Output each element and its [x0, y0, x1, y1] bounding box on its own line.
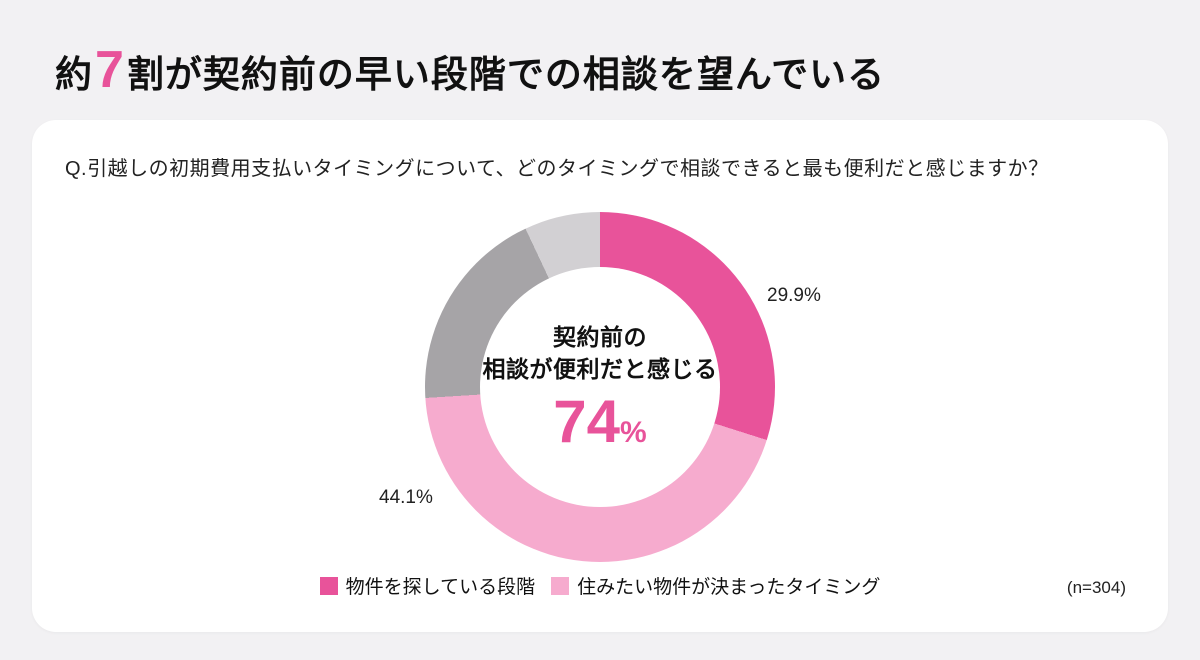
legend-swatch-1	[551, 576, 570, 595]
sample-size: (n=304)	[1066, 578, 1126, 597]
center-value: 74%	[553, 389, 646, 455]
center-value-unit: %	[620, 416, 647, 450]
survey-question: Q.引越しの初期費用支払いタイミングについて、どのタイミングで相談できると最も便…	[65, 158, 1049, 180]
segment-label-0: 29.9%	[767, 285, 821, 306]
legend-item-1: 住みたい物件が決まったタイミング	[551, 572, 880, 599]
survey-card: Q.引越しの初期費用支払いタイミングについて、どのタイミングで相談できると最も便…	[32, 120, 1168, 632]
legend-swatch-0	[319, 576, 338, 595]
donut-chart: 契約前の 相談が便利だと感じる 74% 29.9% 44.1%	[379, 212, 821, 562]
chart-legend: 物件を探している段階 住みたい物件が決まったタイミング	[32, 572, 1168, 599]
legend-label-1: 住みたい物件が決まったタイミング	[577, 577, 881, 598]
center-text-line2: 相談が便利だと感じる	[482, 356, 718, 382]
center-text-line1: 契約前の	[553, 323, 647, 350]
page-title: 約 7 割が契約前の早い段階での相談を望んでいる	[55, 44, 885, 98]
title-prefix: 約	[55, 54, 93, 95]
legend-item-0: 物件を探している段階	[319, 572, 536, 599]
center-value-number: 74	[553, 388, 621, 456]
title-suffix: 割が契約前の早い段階での相談を望んでいる	[126, 54, 886, 95]
title-highlight: 7	[95, 41, 125, 99]
legend-label-0: 物件を探している段階	[345, 577, 536, 598]
segment-label-1: 44.1%	[379, 487, 433, 508]
donut-center: 契約前の 相談が便利だと感じる 74%	[480, 267, 720, 507]
